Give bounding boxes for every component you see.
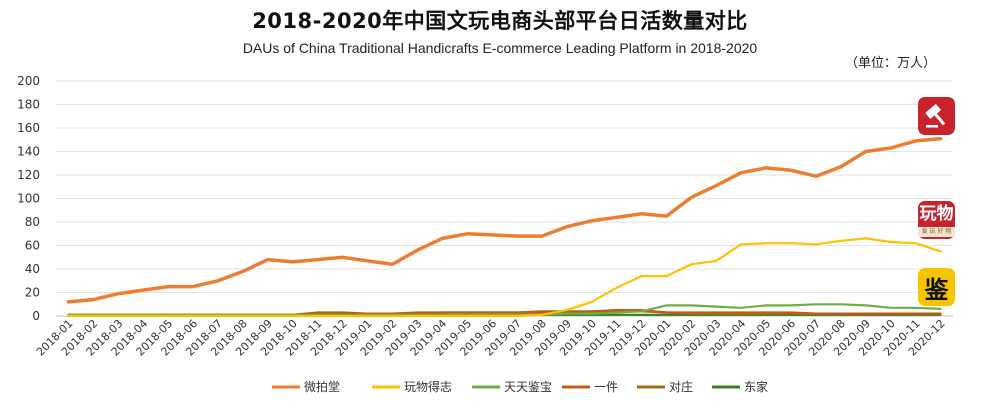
y-tick-label: 60 (25, 239, 40, 253)
y-axis: 0 20 40 60 80 100 120 140 160 180 200 (17, 74, 40, 323)
series-line-1 (67, 237, 942, 318)
gridlines (56, 80, 953, 317)
legend-label: 玩物得志 (404, 379, 452, 394)
y-tick-label: 100 (17, 192, 40, 206)
legend-label: 东家 (744, 379, 768, 394)
series-line-2 (67, 303, 942, 316)
jianbao-logo-text: 鉴 (924, 275, 949, 304)
legend: 微拍堂 玩物得志 天天鉴宝 一件 对庄 东家 (272, 379, 768, 394)
chart-subtitle: DAUs of China Traditional Handicrafts E-… (242, 40, 758, 56)
y-tick-label: 40 (25, 262, 40, 276)
gavel-icon (925, 104, 945, 128)
unit-label: （单位：万人） (845, 56, 937, 71)
y-tick-label: 120 (17, 168, 40, 182)
legend-label: 一件 (594, 380, 618, 394)
series-lines (66, 136, 943, 318)
x-axis: 2018-012018-022018-032018-042018-052018-… (34, 317, 948, 359)
y-tick-label: 200 (17, 74, 40, 88)
wanwudezhi-logo: 玩物 爱 玩 好 物 (918, 201, 955, 239)
legend-label: 天天鉴宝 (504, 380, 552, 394)
y-tick-label: 160 (17, 121, 40, 135)
tiantianjianbao-logo: 鉴 (918, 268, 955, 306)
y-tick-label: 180 (17, 98, 40, 112)
y-tick-label: 0 (32, 309, 40, 323)
weipaitang-logo (918, 97, 955, 135)
y-tick-label: 80 (25, 215, 40, 229)
legend-label: 微拍堂 (304, 379, 340, 394)
wanwu-logo-text: 玩物 (919, 204, 954, 224)
series-line-0 (66, 136, 943, 304)
chart-title: 2018-2020年中国文玩电商头部平台日活数量对比 (252, 9, 748, 33)
y-tick-label: 140 (17, 145, 40, 159)
wanwu-logo-tagline: 爱 玩 好 物 (918, 227, 955, 237)
y-tick-label: 20 (25, 286, 40, 300)
legend-label: 对庄 (669, 379, 693, 394)
